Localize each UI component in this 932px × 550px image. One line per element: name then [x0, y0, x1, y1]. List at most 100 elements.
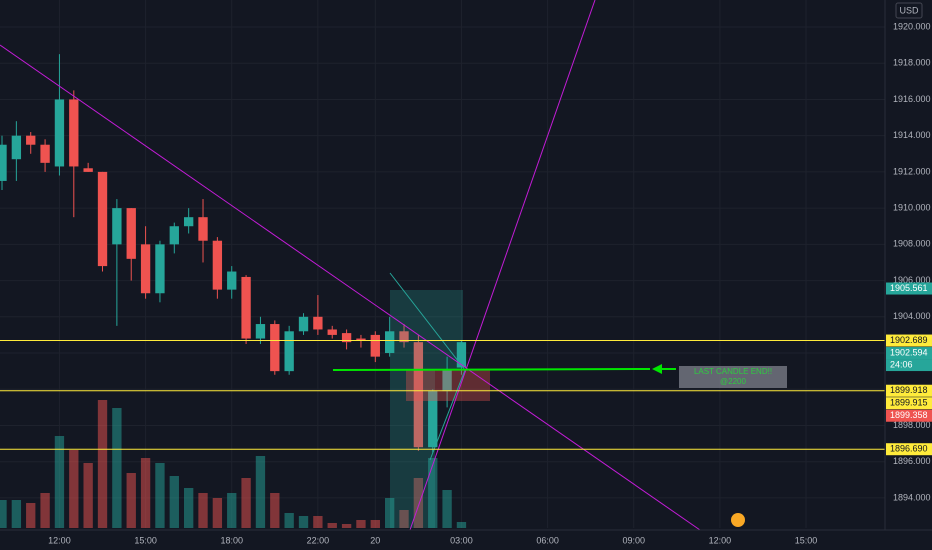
position-profit-zone — [390, 290, 463, 370]
x-tick-label: 09:00 — [622, 535, 645, 545]
volume-bar — [255, 456, 266, 528]
y-tick-label: 1918.000 — [893, 58, 931, 68]
volume-bar — [341, 524, 352, 528]
price-label-box — [886, 443, 932, 456]
volume-bar — [227, 493, 237, 528]
price-label-box — [886, 347, 932, 360]
candle-body — [313, 316, 323, 330]
candle-body — [40, 144, 50, 163]
volume-bar — [370, 520, 380, 528]
countdown-box — [886, 359, 932, 372]
candle-body — [298, 316, 309, 332]
volume-bar — [313, 516, 323, 528]
x-tick-label: 20 — [370, 535, 380, 545]
price-axis — [885, 0, 932, 550]
candle-body — [456, 342, 467, 368]
candle-body — [69, 99, 79, 167]
currency-box — [895, 2, 923, 19]
arrow-line — [332, 368, 651, 371]
drawings: LAST CANDLE END!! @2200 — [0, 0, 885, 531]
volume-bar — [384, 498, 395, 528]
price-label-box — [886, 397, 932, 410]
candle-body — [183, 217, 194, 227]
x-tick-label: 12:00 — [709, 535, 732, 545]
candle-body — [140, 244, 151, 294]
series-layer — [0, 0, 885, 528]
y-tick-label: 1896.000 — [893, 456, 931, 466]
candle-body — [212, 240, 223, 290]
event-icon — [731, 513, 745, 527]
countdown: 24:06 — [890, 359, 913, 369]
volume-bar — [270, 493, 280, 528]
candle-body — [97, 171, 108, 267]
candle-body — [270, 324, 280, 372]
candle-body — [384, 331, 395, 354]
volume-bar — [40, 493, 50, 528]
candle-body — [26, 135, 36, 145]
candle-body — [255, 324, 266, 339]
candle-body — [83, 168, 93, 172]
price-label: 1899.915 — [890, 398, 928, 408]
y-tick-label: 1906.000 — [893, 275, 931, 285]
position-loss-zone — [406, 370, 490, 401]
currency: USD — [899, 5, 919, 15]
price-label-box — [886, 384, 932, 397]
x-tick-label: 06:00 — [536, 535, 559, 545]
trend-line — [409, 0, 596, 531]
volume-bar — [241, 478, 251, 528]
volume-bar — [298, 516, 309, 528]
volume-bar — [183, 488, 194, 528]
candle-body — [327, 329, 337, 335]
candle-body — [399, 331, 409, 343]
candle-body — [442, 369, 452, 392]
candle-body — [356, 338, 366, 341]
volume-bar — [97, 400, 108, 528]
volume-bar — [198, 493, 208, 528]
volume-bar — [428, 458, 438, 528]
price-label: 1899.918 — [890, 385, 928, 395]
candle-body — [370, 334, 380, 357]
annotation-box — [679, 366, 787, 388]
x-tick-label: 03:00 — [450, 535, 473, 545]
volume-bar — [11, 500, 22, 528]
price-label-box — [886, 334, 932, 347]
candle-body — [126, 208, 136, 259]
y-tick-label: 1908.000 — [893, 239, 931, 249]
price-label: 1902.594 — [890, 347, 928, 357]
volume-bar — [456, 522, 467, 528]
y-tick-label: 1898.000 — [893, 420, 931, 430]
candle-body — [428, 391, 438, 448]
price-label: 1905.561 — [890, 283, 928, 293]
candle-body — [169, 226, 179, 245]
annotation-text: LAST CANDLE END!! — [694, 367, 772, 376]
x-tick-label: 12:00 — [48, 535, 71, 545]
volume-bar — [442, 490, 452, 528]
volume-bar — [26, 503, 36, 528]
y-tick-label: 1904.000 — [893, 311, 931, 321]
volume-bar — [112, 408, 122, 528]
volume-bar — [140, 458, 151, 528]
price-label-box — [886, 409, 932, 422]
price-label: 1902.689 — [890, 335, 928, 345]
y-tick-label: 1916.000 — [893, 94, 931, 104]
candle-body — [198, 217, 208, 241]
candle-body — [227, 271, 237, 290]
candle-body — [341, 333, 352, 343]
y-tick-label: 1912.000 — [893, 166, 931, 176]
volume-bar — [413, 478, 424, 528]
volume-bar — [0, 500, 7, 528]
volume-bar — [169, 476, 179, 528]
x-tick-label: 15:00 — [795, 535, 818, 545]
candle-body — [155, 244, 165, 294]
candle-body — [413, 342, 424, 448]
volume-bar — [399, 510, 409, 528]
volume-bar — [54, 436, 65, 528]
x-tick-label: 22:00 — [307, 535, 330, 545]
volume-bar — [83, 463, 93, 528]
volume-bar — [69, 450, 79, 528]
y-tick-label: 1920.000 — [893, 21, 931, 31]
y-tick-label: 1910.000 — [893, 202, 931, 212]
candle-body — [11, 135, 22, 160]
candle-body — [284, 331, 294, 372]
